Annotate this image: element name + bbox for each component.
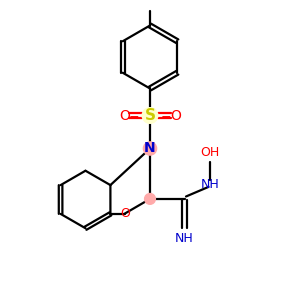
Circle shape [143,142,157,155]
Text: NH: NH [175,232,194,244]
Text: =: = [129,109,140,122]
Text: O: O [120,207,130,220]
Text: O: O [119,109,130,122]
Text: S: S [145,108,155,123]
Text: OH: OH [200,146,220,159]
Circle shape [145,194,155,204]
Text: =: = [160,109,171,122]
Text: NH: NH [201,178,219,191]
Circle shape [142,108,158,123]
Text: N: N [144,142,156,155]
Text: O: O [170,109,181,122]
